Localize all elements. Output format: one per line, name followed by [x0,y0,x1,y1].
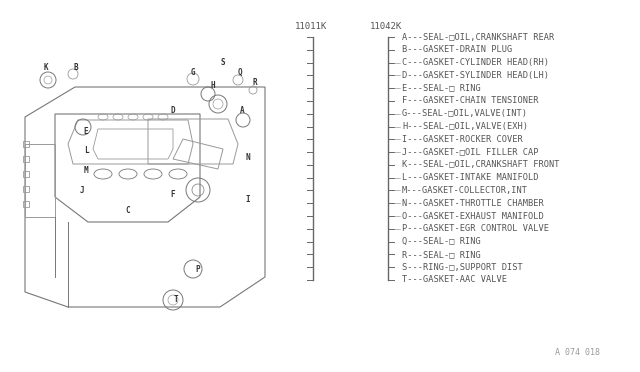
Text: C: C [125,205,131,215]
Text: D: D [171,106,175,115]
Text: P---GASKET-EGR CONTROL VALVE: P---GASKET-EGR CONTROL VALVE [402,224,549,233]
Text: D---GASKET-SYLINDER HEAD(LH): D---GASKET-SYLINDER HEAD(LH) [402,71,549,80]
Text: 11042K: 11042K [370,22,402,31]
Bar [23,171,29,177]
Text: A: A [240,106,244,115]
Text: 11011K: 11011K [295,22,327,31]
Text: I: I [246,195,250,203]
Bar [23,156,29,162]
Text: F---GASKET-CHAIN TENSIONER: F---GASKET-CHAIN TENSIONER [402,96,538,105]
Text: T---GASKET-AAC VALVE: T---GASKET-AAC VALVE [402,276,507,285]
Text: H---SEAL-□OIL,VALVE(EXH): H---SEAL-□OIL,VALVE(EXH) [402,122,528,131]
Text: R---SEAL-□ RING: R---SEAL-□ RING [402,250,481,259]
Text: S: S [221,58,225,67]
Text: G---SEAL-□OIL,VALVE(INT): G---SEAL-□OIL,VALVE(INT) [402,109,528,118]
Text: C---GASKET-CYLINDER HEAD(RH): C---GASKET-CYLINDER HEAD(RH) [402,58,549,67]
Text: G: G [191,67,195,77]
Text: L: L [84,145,88,154]
Text: B: B [74,62,78,71]
Text: B---GASKET-DRAIN PLUG: B---GASKET-DRAIN PLUG [402,45,512,54]
Text: A---SEAL-□OIL,CRANKSHAFT REAR: A---SEAL-□OIL,CRANKSHAFT REAR [402,32,554,42]
Text: E---SEAL-□ RING: E---SEAL-□ RING [402,84,481,93]
Bar [23,201,29,207]
Text: F: F [171,189,175,199]
Text: O---GASKET-EXHAUST MANIFOLD: O---GASKET-EXHAUST MANIFOLD [402,212,544,221]
Bar [23,186,29,192]
Text: E: E [84,126,88,135]
Text: S---RING-□,SUPPORT DIST: S---RING-□,SUPPORT DIST [402,263,523,272]
Text: K---SEAL-□OIL,CRANKSHAFT FRONT: K---SEAL-□OIL,CRANKSHAFT FRONT [402,160,559,169]
Text: L---GASKET-INTAKE MANIFOLD: L---GASKET-INTAKE MANIFOLD [402,173,538,182]
Text: N: N [246,153,250,161]
Text: Q---SEAL-□ RING: Q---SEAL-□ RING [402,237,481,246]
Bar [23,141,29,147]
Text: M---GASKET-COLLECTOR,INT: M---GASKET-COLLECTOR,INT [402,186,528,195]
Text: A 074 018: A 074 018 [555,348,600,357]
Text: M: M [84,166,88,174]
Text: H: H [211,80,215,90]
Text: Q: Q [237,67,243,77]
Text: P: P [196,264,200,273]
Text: J: J [80,186,84,195]
Text: N---GASKET-THROTTLE CHAMBER: N---GASKET-THROTTLE CHAMBER [402,199,544,208]
Text: R: R [253,77,257,87]
Text: T: T [173,295,179,305]
Text: I---GASKET-ROCKER COVER: I---GASKET-ROCKER COVER [402,135,523,144]
Text: K: K [44,62,48,71]
Text: J---GASKET-□OIL FILLER CAP: J---GASKET-□OIL FILLER CAP [402,148,538,157]
